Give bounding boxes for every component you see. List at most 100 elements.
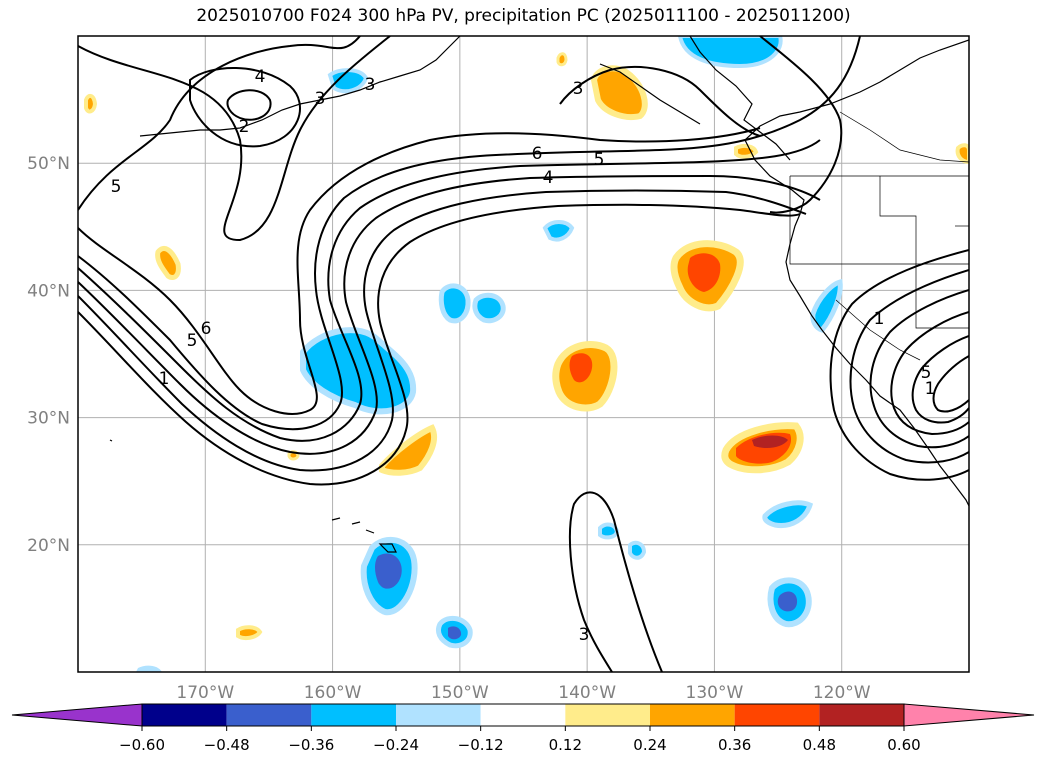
precip-blob-neg — [327, 68, 369, 94]
colorbar-tick-label: 0.12 — [549, 736, 582, 754]
pv-contour — [849, 269, 969, 464]
colorbar-tick-label: 0.60 — [887, 736, 920, 754]
colorbar-extend-min — [11, 703, 143, 727]
contour-label: 6 — [201, 319, 212, 339]
colorbar-segment — [396, 704, 481, 726]
contour-label: 4 — [543, 168, 554, 188]
precip-blob-neg-strong — [375, 553, 402, 589]
colorbar-tick-label: 0.36 — [718, 736, 751, 754]
precip-blob-neg — [542, 220, 575, 242]
precip-blob-pos — [955, 143, 969, 165]
pv-contour — [78, 139, 821, 442]
contour-label: 3 — [365, 75, 376, 95]
precip-blob-neg — [472, 292, 506, 324]
axis-labels: 170°W 160°W 150°W 140°W 130°W 120°W 50°N 40°N 30… — [27, 154, 871, 703]
lon-tick-label: 130°W — [686, 683, 744, 703]
lon-tick-label: 120°W — [813, 683, 871, 703]
contour-label: 6 — [532, 144, 543, 164]
map-background — [78, 36, 969, 672]
pv-contour — [226, 89, 272, 121]
colorbar-segment — [819, 704, 904, 726]
pv-contours — [78, 36, 969, 672]
colorbar-segment — [734, 704, 820, 726]
colorbar-frame — [141, 703, 905, 727]
precip-blob-neg-strong — [448, 626, 462, 640]
pv-contour — [932, 355, 969, 413]
precip-blob-pos-dark — [752, 435, 788, 448]
colorbar: −0.60 −0.48 −0.36 −0.24 −0.12 0.12 0.24 0.36 0.4… — [11, 703, 1035, 754]
pv-contour — [829, 249, 969, 481]
pv-contour — [78, 174, 821, 455]
pv-contour — [559, 65, 761, 137]
precip-blob-neg — [762, 500, 814, 529]
contour-label: 1 — [159, 369, 170, 389]
pv-contour — [911, 335, 969, 424]
colorbar-segment — [650, 704, 735, 726]
precip-blob-neg — [810, 278, 843, 333]
lon-tick-label: 150°W — [431, 683, 489, 703]
precip-blob-neg — [628, 540, 647, 560]
contour-label: 3 — [579, 625, 590, 645]
lat-tick-label: 30°N — [27, 409, 70, 429]
pv-contour — [78, 36, 361, 211]
colorbar-segment — [311, 704, 396, 726]
pv-contour — [759, 36, 843, 214]
colorbar-tick-label: 0.48 — [803, 736, 836, 754]
coastlines — [139, 36, 969, 507]
precip-blob-pos — [155, 246, 181, 280]
pv-contour — [78, 36, 391, 242]
contour-label: 1 — [925, 379, 936, 399]
colorbar-segment — [480, 704, 566, 726]
lon-tick-label: 160°W — [304, 683, 362, 703]
precip-blob-pos — [236, 625, 263, 641]
precip-blob-pos — [556, 52, 568, 67]
pv-contour — [78, 36, 861, 431]
lon-tick-label: 140°W — [558, 683, 616, 703]
colorbar-segment — [565, 704, 650, 726]
colorbar-segment — [226, 704, 312, 726]
colorbar-tick-label: −0.24 — [373, 736, 419, 754]
colorbar-tick-label: −0.48 — [204, 736, 250, 754]
pv-contour — [78, 127, 761, 415]
colorbar-extend-max — [903, 703, 1035, 727]
precip-blob-neg-strong — [777, 591, 798, 612]
pv-contour — [78, 203, 801, 486]
map-frame — [77, 35, 970, 673]
colorbar-tick-label: −0.12 — [458, 736, 504, 754]
colorbar-tick-label: −0.36 — [288, 736, 334, 754]
precip-blob-neg — [438, 283, 471, 324]
pv-contour — [78, 189, 807, 472]
contour-label: 5 — [921, 363, 932, 383]
pv-contour — [869, 289, 969, 449]
colorbar-tick-label: −0.60 — [119, 736, 165, 754]
contour-label: 2 — [239, 117, 250, 137]
chart-title: 2025010700 F024 300 hPa PV, precipitatio… — [196, 6, 851, 26]
state-borders — [789, 111, 969, 361]
pv-contour — [189, 66, 301, 148]
precip-blob-neg — [136, 665, 162, 672]
colorbar-segment — [142, 704, 227, 726]
contour-label: 3 — [573, 79, 584, 99]
lat-tick-label: 20°N — [27, 536, 70, 556]
contour-label: 5 — [111, 177, 122, 197]
lon-tick-label: 170°W — [176, 683, 234, 703]
precip-blob-pos — [379, 424, 438, 476]
precip-blob-pos — [84, 93, 98, 114]
contour-label: 3 — [315, 89, 326, 109]
islands — [109, 439, 397, 553]
precip-blob-neg — [598, 522, 620, 540]
lat-tick-label: 40°N — [27, 281, 70, 301]
contour-label: 5 — [187, 331, 198, 351]
contour-label: 5 — [594, 150, 605, 170]
lat-tick-label: 50°N — [27, 154, 70, 174]
contour-label: 4 — [255, 67, 266, 87]
precip-blob-pos-strong — [569, 353, 593, 383]
precip-blob-pos-strong — [687, 253, 721, 292]
pv-contour — [890, 311, 969, 436]
colorbar-tick-label: 0.24 — [633, 736, 666, 754]
contour-label: 1 — [874, 309, 885, 329]
pv-contour — [568, 491, 663, 672]
precip-blob-pos — [734, 143, 759, 159]
